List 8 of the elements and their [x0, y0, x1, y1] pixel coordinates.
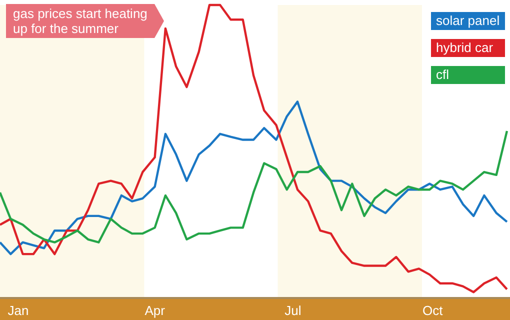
annotation: gas prices start heating up for the summer: [6, 4, 164, 38]
x-tick-label: Oct: [422, 303, 444, 318]
text: solar panel: [431, 12, 505, 30]
x-tick-label: Jan: [8, 303, 29, 318]
text: cfl: [431, 66, 505, 84]
text: hybrid car: [431, 39, 505, 57]
x-tick-label: Apr: [144, 303, 166, 318]
x-tick-label: Jul: [284, 303, 302, 318]
